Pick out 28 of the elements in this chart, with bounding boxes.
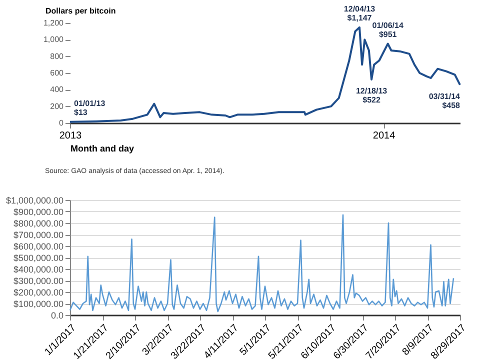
x-tick-label: 2014: [372, 130, 396, 142]
y-tick-label: 1,200: [43, 18, 64, 28]
y-tick-label: $700,000.00: [13, 230, 64, 240]
y-tick-label: $500,000.00: [13, 253, 64, 263]
y-tick-label: $800,000.00: [13, 218, 64, 228]
annotation: 01/01/13 $13: [74, 98, 106, 117]
y-tick-label: $600,000.00: [13, 242, 64, 252]
line-series: [69, 214, 454, 312]
y-tick-label: 400: [50, 85, 64, 94]
y-tick-label: $100,000.00: [13, 299, 64, 309]
annotation: 12/18/13 $522: [356, 86, 388, 104]
y-tick-label: $900,000.00: [13, 207, 64, 217]
x-axis-title: Month and day: [70, 144, 134, 154]
y-tick-label: $1,000,000.00: [6, 196, 64, 206]
y-tick-label: $400,000.00: [13, 264, 64, 274]
y-tick-label: 800: [50, 52, 64, 61]
annotation: 12/04/13 $1,147: [344, 4, 376, 22]
y-tick-label: 600: [50, 68, 64, 78]
annotation: 01/06/14 $951: [372, 20, 404, 39]
y-tick-label: 1,000: [43, 35, 64, 44]
annotation: 03/31/14 $458: [428, 92, 461, 110]
y-tick-label: 0: [59, 118, 64, 128]
y-tick-label: $300,000.00: [13, 276, 64, 286]
y-tick-label: 0.0: [50, 310, 64, 320]
x-tick-label: 2013: [59, 130, 82, 142]
y-tick-label: 200: [50, 102, 64, 111]
y-tick-label: $200,000.00: [13, 288, 64, 298]
y-axis-title: Dollars per bitcoin: [46, 6, 116, 16]
